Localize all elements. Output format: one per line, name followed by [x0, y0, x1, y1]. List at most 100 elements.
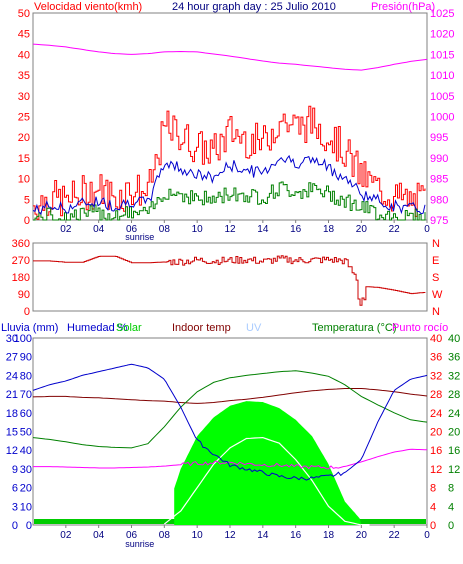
- wind-min-line: [33, 181, 426, 221]
- rain-ytick-6: 6: [12, 483, 18, 495]
- x-tick-p1-0: 0: [424, 224, 430, 235]
- rain-ytick-12: 12: [6, 445, 18, 457]
- rain-label: Lluvia (mm): [1, 322, 58, 334]
- wind-direction-series: [33, 255, 426, 306]
- climate-axes: 0369121518212427300102030405060708090100…: [6, 333, 461, 549]
- pressure-ytick-1005: 1005: [430, 91, 454, 103]
- rain-ytick-9: 9: [12, 464, 18, 476]
- temp-right-ytick-20: 20: [448, 427, 460, 439]
- wind-ytick-20: 20: [18, 132, 30, 144]
- temp-right-ytick-28: 28: [448, 389, 460, 401]
- x-tick-p1-16: 16: [290, 224, 302, 235]
- temperature-line: [32, 370, 428, 449]
- uv-label: UV: [246, 322, 262, 334]
- temp-left-ytick-36: 36: [430, 352, 442, 364]
- sunrise-label-p3: sunrise: [125, 539, 154, 549]
- temp-left-ytick-8: 8: [430, 483, 436, 495]
- uv-line: [163, 436, 370, 526]
- dir-ytick-270: 270: [12, 255, 30, 267]
- x-tick-p1-18: 18: [323, 224, 335, 235]
- humidity-ytick-50: 50: [20, 427, 32, 439]
- temp-left-ytick-28: 28: [430, 389, 442, 401]
- solar-area: [174, 401, 362, 525]
- x-tick-p3-20: 20: [356, 530, 368, 541]
- temp-left-ytick-32: 32: [430, 370, 442, 382]
- x-tick-p3-10: 10: [192, 530, 204, 541]
- temp-right-ytick-12: 12: [448, 464, 460, 476]
- x-tick-p1-22: 22: [389, 224, 401, 235]
- climate-series: [32, 363, 428, 526]
- temp-right-ytick-32: 32: [448, 370, 460, 382]
- dir-ytick-0: 0: [24, 306, 30, 318]
- temp-right-ytick-0: 0: [448, 520, 454, 532]
- wind-ytick-10: 10: [18, 174, 30, 186]
- wind-ytick-25: 25: [18, 112, 30, 124]
- rain-ytick-0: 0: [12, 520, 18, 532]
- pressure-ytick-1000: 1000: [430, 112, 454, 124]
- humidity-ytick-20: 20: [20, 483, 32, 495]
- x-tick-p1-02: 02: [60, 224, 72, 235]
- temp-left-ytick-24: 24: [430, 408, 442, 420]
- wind-speed-label: Velocidad viento(kmh): [34, 1, 142, 13]
- humidity-ytick-40: 40: [20, 445, 32, 457]
- wind-direction-line: [33, 255, 426, 306]
- dir-compass-3: E: [432, 255, 439, 267]
- x-tick-p3-12: 12: [224, 530, 236, 541]
- temp-left-ytick-20: 20: [430, 427, 442, 439]
- humidity-ytick-80: 80: [20, 370, 32, 382]
- pressure-ytick-1015: 1015: [430, 49, 454, 61]
- wind-ytick-5: 5: [24, 194, 30, 206]
- temp-right-ytick-4: 4: [448, 501, 454, 513]
- rain-ytick-18: 18: [6, 408, 18, 420]
- humidity-ytick-100: 100: [14, 333, 32, 345]
- temp-right-ytick-16: 16: [448, 445, 460, 457]
- humidity-ytick-60: 60: [20, 408, 32, 420]
- x-tick-p1-08: 08: [159, 224, 171, 235]
- temp-left-ytick-16: 16: [430, 445, 442, 457]
- humidity-label: Humedad %: [67, 322, 128, 334]
- dew-point-line: [33, 448, 427, 470]
- temp-left-ytick-0: 0: [430, 520, 436, 532]
- x-tick-p3-22: 22: [389, 530, 401, 541]
- x-tick-p3-06: 06: [126, 530, 138, 541]
- x-tick-p3-14: 14: [257, 530, 269, 541]
- dir-ytick-360: 360: [12, 238, 30, 250]
- rain-ytick-24: 24: [6, 370, 18, 382]
- wind-pressure-x-axis: 02 04 06 08 10 12 14 16 18 20 22 0 sunrise: [60, 220, 430, 242]
- wind-ytick-15: 15: [18, 153, 30, 165]
- dir-compass-0: N: [432, 306, 440, 318]
- x-tick-p1-10: 10: [192, 224, 204, 235]
- x-tick-p3-0: 0: [424, 530, 430, 541]
- wind-pressure-series: [32, 43, 428, 221]
- pressure-line: [32, 43, 428, 71]
- wind-ytick-0: 0: [24, 215, 30, 227]
- humidity-line: [32, 363, 428, 481]
- dir-compass-2: S: [432, 272, 439, 284]
- temp-left-ytick-40: 40: [430, 333, 442, 345]
- pressure-ytick-995: 995: [430, 132, 448, 144]
- pressure-ytick-1025: 1025: [430, 8, 454, 20]
- wind-ytick-30: 30: [18, 91, 30, 103]
- humidity-ytick-10: 10: [20, 501, 32, 513]
- temperature-label: Temperatura (°C): [312, 322, 396, 334]
- x-tick-p3-02: 02: [60, 530, 72, 541]
- x-tick-p3-08: 08: [159, 530, 171, 541]
- x-tick-p3-04: 04: [93, 530, 105, 541]
- x-tick-p1-12: 12: [224, 224, 236, 235]
- x-tick-p3-18: 18: [323, 530, 335, 541]
- pressure-ytick-1010: 1010: [430, 70, 454, 82]
- graph-title: 24 hour graph day : 25 Julio 2010: [172, 1, 336, 13]
- wind-direction-plot-frame: [32, 242, 428, 312]
- pressure-ytick-985: 985: [430, 174, 448, 186]
- solar-label: Solar: [116, 322, 142, 334]
- pressure-label: Presión(hPa): [371, 1, 435, 13]
- humidity-ytick-70: 70: [20, 389, 32, 401]
- rain-ytick-15: 15: [6, 427, 18, 439]
- dew-point-label: Punto rocío: [392, 322, 448, 334]
- wind-ytick-45: 45: [18, 29, 30, 41]
- rain-ytick-27: 27: [6, 352, 18, 364]
- pressure-ytick-990: 990: [430, 153, 448, 165]
